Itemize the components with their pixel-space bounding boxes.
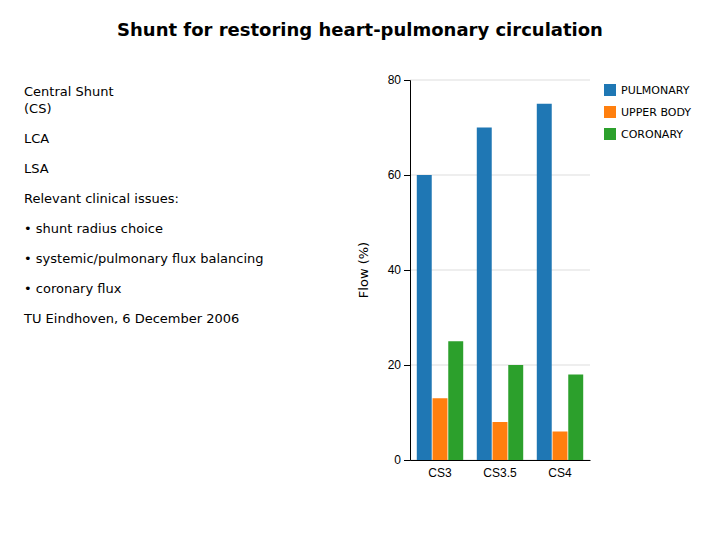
legend-item: UPPER BODY [604,106,691,119]
bar [448,341,463,460]
bar [493,422,508,460]
annotation-line: TU Eindhoven, 6 December 2006 [23,311,239,326]
bar [477,128,492,461]
axis-domain [404,81,411,461]
tick-label: 80 [388,73,402,87]
tick-label: CS4 [548,466,572,480]
annotation: TU Eindhoven, 6 December 2006 [23,311,239,326]
tick-label: 0 [394,453,401,467]
y-axis: 0 20 40 60 80 [388,73,411,467]
legend-swatch [604,128,616,140]
tick: CS3 [428,466,452,480]
legend-item: PULMONARY [604,84,690,97]
grid-line [410,365,590,366]
annotation-line: Relevant clinical issues: [24,191,179,206]
bar [553,432,568,461]
tick: 80 [388,73,410,87]
tick: 40 [388,263,410,277]
annotation: Relevant clinical issues: [24,191,179,206]
grid [410,80,590,460]
annotation-line: (CS) [24,101,51,116]
annotation-line: LSA [24,161,49,176]
legend-label: PULMONARY [621,84,690,97]
grid-line [410,270,590,271]
chart: Shunt for restoring heart-pulmonary circ… [0,0,720,540]
annotations: Central Shunt (CS) LCA LSA Relevant clinical… [23,84,264,326]
axis-label: Flow (%) [356,242,371,298]
bar [508,365,523,460]
tick: CS3.5 [483,466,517,480]
tick-label: 60 [388,168,402,182]
annotation: • systemic/pulmonary flux balancing [24,251,264,266]
annotation-line: Central Shunt [24,84,114,99]
axis-domain [411,460,591,461]
tick: 60 [388,168,410,182]
tick-mark [404,270,410,271]
bar [568,375,583,461]
annotation-line: LCA [24,131,49,146]
tick: CS4 [548,466,572,480]
tick-label: CS3 [428,466,452,480]
legend-label: CORONARY [621,128,683,141]
annotation: LCA [24,131,49,146]
bars [417,104,583,460]
annotation: • coronary flux [24,281,122,296]
x-axis: CS3 CS3.5 CS4 [411,461,591,480]
tick-label: CS3.5 [483,466,517,480]
legend: PULMONARY UPPER BODY CORONARY [604,84,691,141]
annotation: • shunt radius choice [24,221,163,236]
tick: 20 [388,358,410,372]
tick-label: 40 [388,263,402,277]
grid-line [410,80,590,81]
legend-swatch [604,106,616,118]
tick-mark [404,365,410,366]
legend-label: UPPER BODY [621,106,691,119]
annotation-line: • systemic/pulmonary flux balancing [24,251,264,266]
annotation: Central Shunt (CS) [24,84,114,116]
tick: 0 [394,453,410,467]
bar [537,104,552,460]
title: Shunt for restoring heart-pulmonary circ… [117,19,603,40]
tick-label: 20 [388,358,402,372]
annotation-line: • shunt radius choice [24,221,163,236]
annotation: LSA [24,161,49,176]
legend-swatch [604,84,616,96]
legend-item: CORONARY [604,128,683,141]
grid-line [410,175,590,176]
bar [417,175,432,460]
tick-mark [404,175,410,176]
annotation-line: • coronary flux [24,281,122,296]
tick-mark [404,80,410,81]
tick-mark [404,460,410,461]
bar [433,398,448,460]
